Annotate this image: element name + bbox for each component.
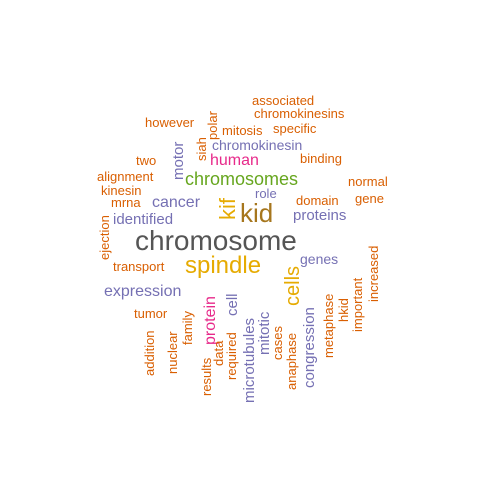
word-chromosomes: chromosomes [185,169,299,189]
word-gene: gene [355,191,384,206]
word-increased: increased [366,245,381,302]
word-domain: domain [296,193,339,208]
word-chromokinesin: chromokinesin [212,137,303,153]
word-transport: transport [113,259,165,274]
word-family: family [180,311,195,345]
word-two: two [136,153,157,168]
word-binding: binding [300,151,342,166]
word-alignment: alignment [97,169,154,184]
word-cells: cells [282,265,304,306]
word-cancer: cancer [152,194,201,211]
word-cases: cases [270,326,285,360]
word-ejection: ejection [97,215,112,260]
word-required: required [224,332,239,380]
word-mrna: mrna [111,195,141,210]
word-genes: genes [300,251,339,267]
word-important: important [350,277,365,332]
word-role: role [255,186,277,201]
word-associated: associated [252,93,315,108]
word-hkid: hkid [336,298,351,322]
word-identified: identified [113,211,174,228]
word-microtubules: microtubules [241,317,258,403]
word-polar: polar [205,111,220,140]
word-congression: congression [301,307,318,388]
word-kinesin: kinesin [101,183,142,198]
word-kif: kif [215,198,240,220]
word-expression: expression [104,283,182,300]
word-anaphase: anaphase [284,332,299,390]
word-normal: normal [348,174,388,189]
word-spindle: spindle [185,252,262,279]
word-motor: motor [170,141,187,180]
word-metaphase: metaphase [321,293,336,358]
word-specific: specific [273,121,317,136]
word-chromosome: chromosome [135,225,297,256]
word-proteins: proteins [293,207,347,224]
word-mitosis: mitosis [222,123,263,138]
word-tumor: tumor [134,306,168,321]
word-human: human [210,152,259,169]
word-cell: cell [224,293,241,316]
word-nuclear: nuclear [165,331,180,374]
word-siah: siah [194,137,209,161]
word-however: however [145,115,195,130]
word-protein: protein [202,296,219,345]
word-kid: kid [240,198,274,228]
word-addition: addition [142,330,157,376]
word-chromokinesins: chromokinesins [254,106,345,121]
